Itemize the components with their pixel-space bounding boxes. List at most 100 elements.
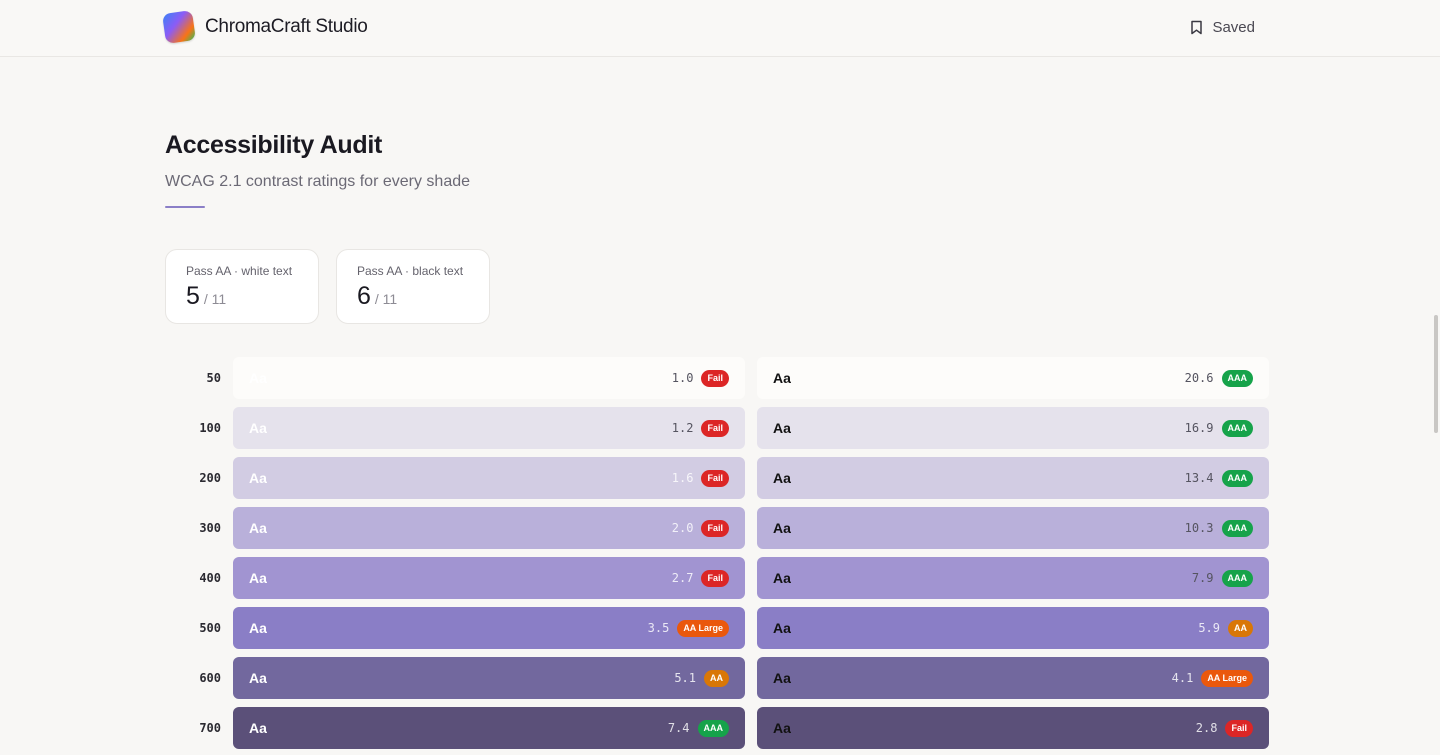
saved-label: Saved xyxy=(1212,19,1255,36)
rating-badge: AAA xyxy=(697,719,729,737)
rating-badge: AA Large xyxy=(1201,669,1253,687)
sample-text: Aa xyxy=(773,520,791,536)
sample-text: Aa xyxy=(773,620,791,636)
shade-label: 300 xyxy=(199,521,221,535)
chromacraft-logo-icon xyxy=(162,10,196,44)
contrast-ratio: 13.4 xyxy=(1184,471,1214,485)
swatch-white-text[interactable]: Aa 3.5 AA Large xyxy=(233,607,745,649)
contrast-result: 2.8 Fail xyxy=(1195,719,1253,737)
sample-text: Aa xyxy=(773,720,791,736)
stat-value: 5 xyxy=(186,282,200,310)
swatch-white-text[interactable]: Aa 1.6 Fail xyxy=(233,457,745,499)
contrast-result: 1.0 Fail xyxy=(671,369,729,387)
contrast-result: 16.9 AAA xyxy=(1184,419,1253,437)
title-divider xyxy=(165,206,205,208)
contrast-result: 13.4 AAA xyxy=(1184,469,1253,487)
stat-total: / 11 xyxy=(374,291,398,307)
sample-text: Aa xyxy=(773,670,791,686)
swatch-black-text[interactable]: Aa 4.1 AA Large xyxy=(757,657,1269,699)
stat-value-group: 5/ 11 xyxy=(186,282,226,311)
rating-badge: AAA xyxy=(1221,419,1253,437)
swatch-white-text[interactable]: Aa 1.2 Fail xyxy=(233,407,745,449)
contrast-ratio: 1.0 xyxy=(671,371,694,385)
swatch-black-text[interactable]: Aa 7.9 AAA xyxy=(757,557,1269,599)
rating-badge: AAA xyxy=(1221,469,1253,487)
swatch-white-text[interactable]: Aa 5.1 AA xyxy=(233,657,745,699)
swatch-black-text[interactable]: Aa 10.3 AAA xyxy=(757,507,1269,549)
rating-badge: AAA xyxy=(1221,369,1253,387)
contrast-ratio: 20.6 xyxy=(1184,371,1214,385)
contrast-result: 2.7 Fail xyxy=(671,569,729,587)
contrast-ratio: 2.7 xyxy=(671,571,694,585)
contrast-result: 7.9 AAA xyxy=(1191,569,1253,587)
swatch-white-text[interactable]: Aa 2.7 Fail xyxy=(233,557,745,599)
stat-value-group: 6/ 11 xyxy=(357,282,397,311)
stat-value: 6 xyxy=(357,282,371,310)
swatch-white-text[interactable]: Aa 7.4 AAA xyxy=(233,707,745,749)
contrast-result: 5.9 AA xyxy=(1198,619,1253,637)
page-title: Accessibility Audit xyxy=(165,131,383,159)
contrast-ratio: 5.9 xyxy=(1198,621,1220,635)
shade-label: 200 xyxy=(199,471,221,485)
contrast-result: 10.3 AAA xyxy=(1184,519,1253,537)
rating-badge: AA xyxy=(704,669,729,687)
contrast-result: 5.1 AA xyxy=(674,669,729,687)
top-navigation-bar: ChromaCraft Studio Saved xyxy=(0,0,1440,57)
brand-name: ChromaCraft Studio xyxy=(205,16,368,37)
shade-label: 100 xyxy=(199,421,221,435)
contrast-ratio: 5.1 xyxy=(674,671,696,685)
contrast-result: 4.1 AA Large xyxy=(1171,669,1253,687)
contrast-result: 20.6 AAA xyxy=(1184,369,1253,387)
page-scrollbar[interactable] xyxy=(1428,57,1440,755)
contrast-result: 7.4 AAA xyxy=(668,719,729,737)
sample-text: Aa xyxy=(773,570,791,586)
rating-badge: AA xyxy=(1228,619,1253,637)
contrast-ratio: 4.1 xyxy=(1171,671,1194,685)
swatch-white-text[interactable]: Aa 2.0 Fail xyxy=(233,507,745,549)
swatch-black-text[interactable]: Aa 16.9 AAA xyxy=(757,407,1269,449)
contrast-ratio: 2.8 xyxy=(1195,721,1218,735)
contrast-result: 1.6 Fail xyxy=(671,469,729,487)
rating-badge: AA Large xyxy=(677,619,729,637)
swatch-black-text[interactable]: Aa 13.4 AAA xyxy=(757,457,1269,499)
swatch-black-text[interactable]: Aa 5.9 AA xyxy=(757,607,1269,649)
rating-badge: Fail xyxy=(701,519,729,537)
sample-text: Aa xyxy=(249,570,267,586)
stat-card-white-text: Pass AA · white text 5/ 11 xyxy=(165,249,319,324)
sample-text: Aa xyxy=(249,370,267,386)
contrast-ratio: 1.2 xyxy=(671,421,694,435)
contrast-result: 1.2 Fail xyxy=(671,419,729,437)
sample-text: Aa xyxy=(773,420,791,436)
sample-text: Aa xyxy=(249,520,267,536)
shade-label: 50 xyxy=(206,371,221,385)
shade-label: 400 xyxy=(199,571,221,585)
shade-label: 500 xyxy=(199,621,221,635)
rating-badge: Fail xyxy=(701,369,729,387)
rating-badge: AAA xyxy=(1221,569,1253,587)
contrast-ratio: 10.3 xyxy=(1184,521,1214,535)
contrast-ratio: 7.9 xyxy=(1191,571,1214,585)
scrollbar-thumb[interactable] xyxy=(1434,315,1438,433)
swatch-black-text[interactable]: Aa 20.6 AAA xyxy=(757,357,1269,399)
sample-text: Aa xyxy=(249,420,267,436)
saved-button[interactable]: Saved xyxy=(1190,19,1255,36)
contrast-ratio: 3.5 xyxy=(647,621,670,635)
sample-text: Aa xyxy=(249,670,267,686)
contrast-ratio: 2.0 xyxy=(671,521,694,535)
sample-text: Aa xyxy=(773,370,791,386)
rating-badge: Fail xyxy=(701,469,729,487)
sample-text: Aa xyxy=(249,720,267,736)
sample-text: Aa xyxy=(249,620,267,636)
rating-badge: Fail xyxy=(701,419,729,437)
brand[interactable]: ChromaCraft Studio xyxy=(162,10,368,44)
sample-text: Aa xyxy=(773,470,791,486)
swatch-black-text[interactable]: Aa 2.8 Fail xyxy=(757,707,1269,749)
rating-badge: AAA xyxy=(1221,519,1253,537)
swatch-white-text[interactable]: Aa 1.0 Fail xyxy=(233,357,745,399)
contrast-ratio: 16.9 xyxy=(1184,421,1214,435)
sample-text: Aa xyxy=(249,470,267,486)
shade-label: 700 xyxy=(199,721,221,735)
contrast-ratio: 1.6 xyxy=(671,471,694,485)
stat-label: Pass AA · black text xyxy=(357,264,464,278)
contrast-result: 2.0 Fail xyxy=(671,519,729,537)
